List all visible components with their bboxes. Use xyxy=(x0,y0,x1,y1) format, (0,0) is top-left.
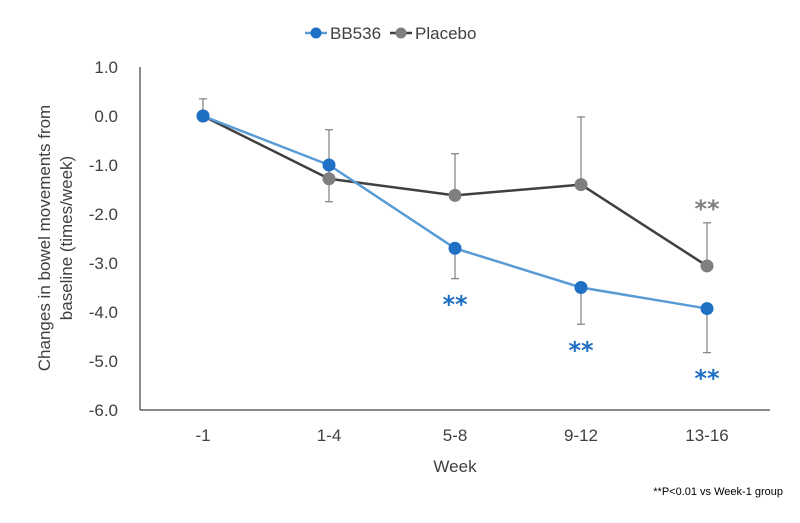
legend-marker-bb536 xyxy=(310,27,322,39)
data-point-placebo xyxy=(574,178,588,192)
x-tick-label: -1 xyxy=(195,426,210,445)
y-tick-label: -6.0 xyxy=(89,401,118,420)
y-tick-labels: 1.0 0.0 -1.0 -2.0 -3.0 -4.0 -5.0 -6.0 xyxy=(89,58,118,420)
y-tick-label: -2.0 xyxy=(89,205,118,224)
data-points xyxy=(196,109,714,316)
significance-marker: ** xyxy=(694,365,720,393)
y-tick-label: 0.0 xyxy=(94,107,118,126)
legend: BB536 Placebo xyxy=(305,24,476,43)
footnote: **P<0.01 vs Week-1 group xyxy=(653,486,783,498)
y-axis-title-line1: Changes in bowel movements from xyxy=(35,105,54,371)
x-tick-labels: -1 1-4 5-8 9-12 13-16 xyxy=(195,426,728,445)
significance-marker: ** xyxy=(694,195,720,223)
x-tick-label: 9-12 xyxy=(564,426,598,445)
data-point-placebo xyxy=(448,188,462,202)
y-tick-label: -4.0 xyxy=(89,303,118,322)
data-point-bb536 xyxy=(448,241,462,255)
data-point-bb536 xyxy=(322,158,336,172)
x-axis-title: Week xyxy=(433,457,477,476)
data-point-placebo xyxy=(700,259,714,273)
significance-marker: ** xyxy=(442,291,468,319)
x-tick-label: 5-8 xyxy=(443,426,468,445)
y-tick-label: 1.0 xyxy=(94,58,118,77)
legend-label-bb536: BB536 xyxy=(330,24,381,43)
data-point-bb536 xyxy=(196,109,210,123)
series-lines xyxy=(202,114,708,310)
significance-marker: ** xyxy=(568,336,594,364)
data-point-bb536 xyxy=(574,281,588,294)
data-point-bb536 xyxy=(700,302,714,316)
x-tick-label: 13-16 xyxy=(685,426,728,445)
axes xyxy=(139,67,770,411)
y-tick-label: -5.0 xyxy=(89,352,118,371)
x-tick-label: 1-4 xyxy=(317,426,342,445)
data-point-placebo xyxy=(322,172,336,186)
significance-markers: ** ** ** ** xyxy=(442,195,720,393)
y-axis-title: Changes in bowel movements from baseline… xyxy=(35,105,76,371)
legend-label-placebo: Placebo xyxy=(415,24,476,43)
legend-marker-placebo xyxy=(395,27,407,39)
y-tick-label: -1.0 xyxy=(89,156,118,175)
y-tick-label: -3.0 xyxy=(89,254,118,273)
y-axis-title-line2: baseline (times/week) xyxy=(57,156,76,320)
series-line-bb536 xyxy=(202,114,708,310)
